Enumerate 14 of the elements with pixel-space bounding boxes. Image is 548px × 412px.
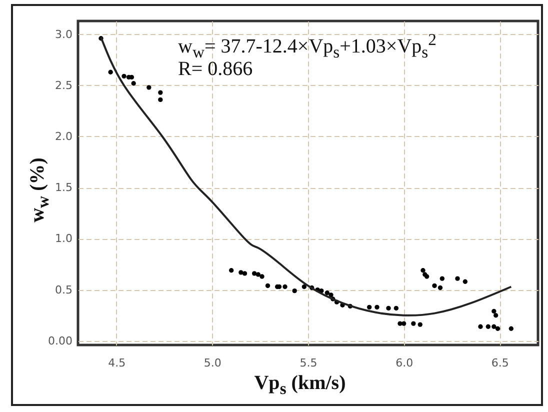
y-tick-label: 0.5 — [55, 283, 72, 296]
y-tick-label: 0.00 — [48, 334, 72, 348]
x-tick-label: 4.5 — [108, 356, 126, 370]
x-axis-title: Vp$_{s}$ (km/s) — [253, 372, 347, 399]
y-tick-label: 2.5 — [55, 78, 72, 92]
x-tick-label: 6.5 — [491, 356, 509, 370]
x-tick-label: 6.0 — [396, 356, 414, 370]
x-tick-label: 5.0 — [204, 356, 222, 370]
y-tick-label: 1.5 — [55, 181, 72, 194]
y-tick-label: 2.0 — [55, 130, 72, 143]
y-tick-label: 3.0 — [55, 28, 72, 41]
annotation: R= 0.866 — [178, 58, 253, 81]
x-tick-label: 5.5 — [300, 356, 318, 370]
y-tick-label: 1.0 — [55, 232, 72, 246]
